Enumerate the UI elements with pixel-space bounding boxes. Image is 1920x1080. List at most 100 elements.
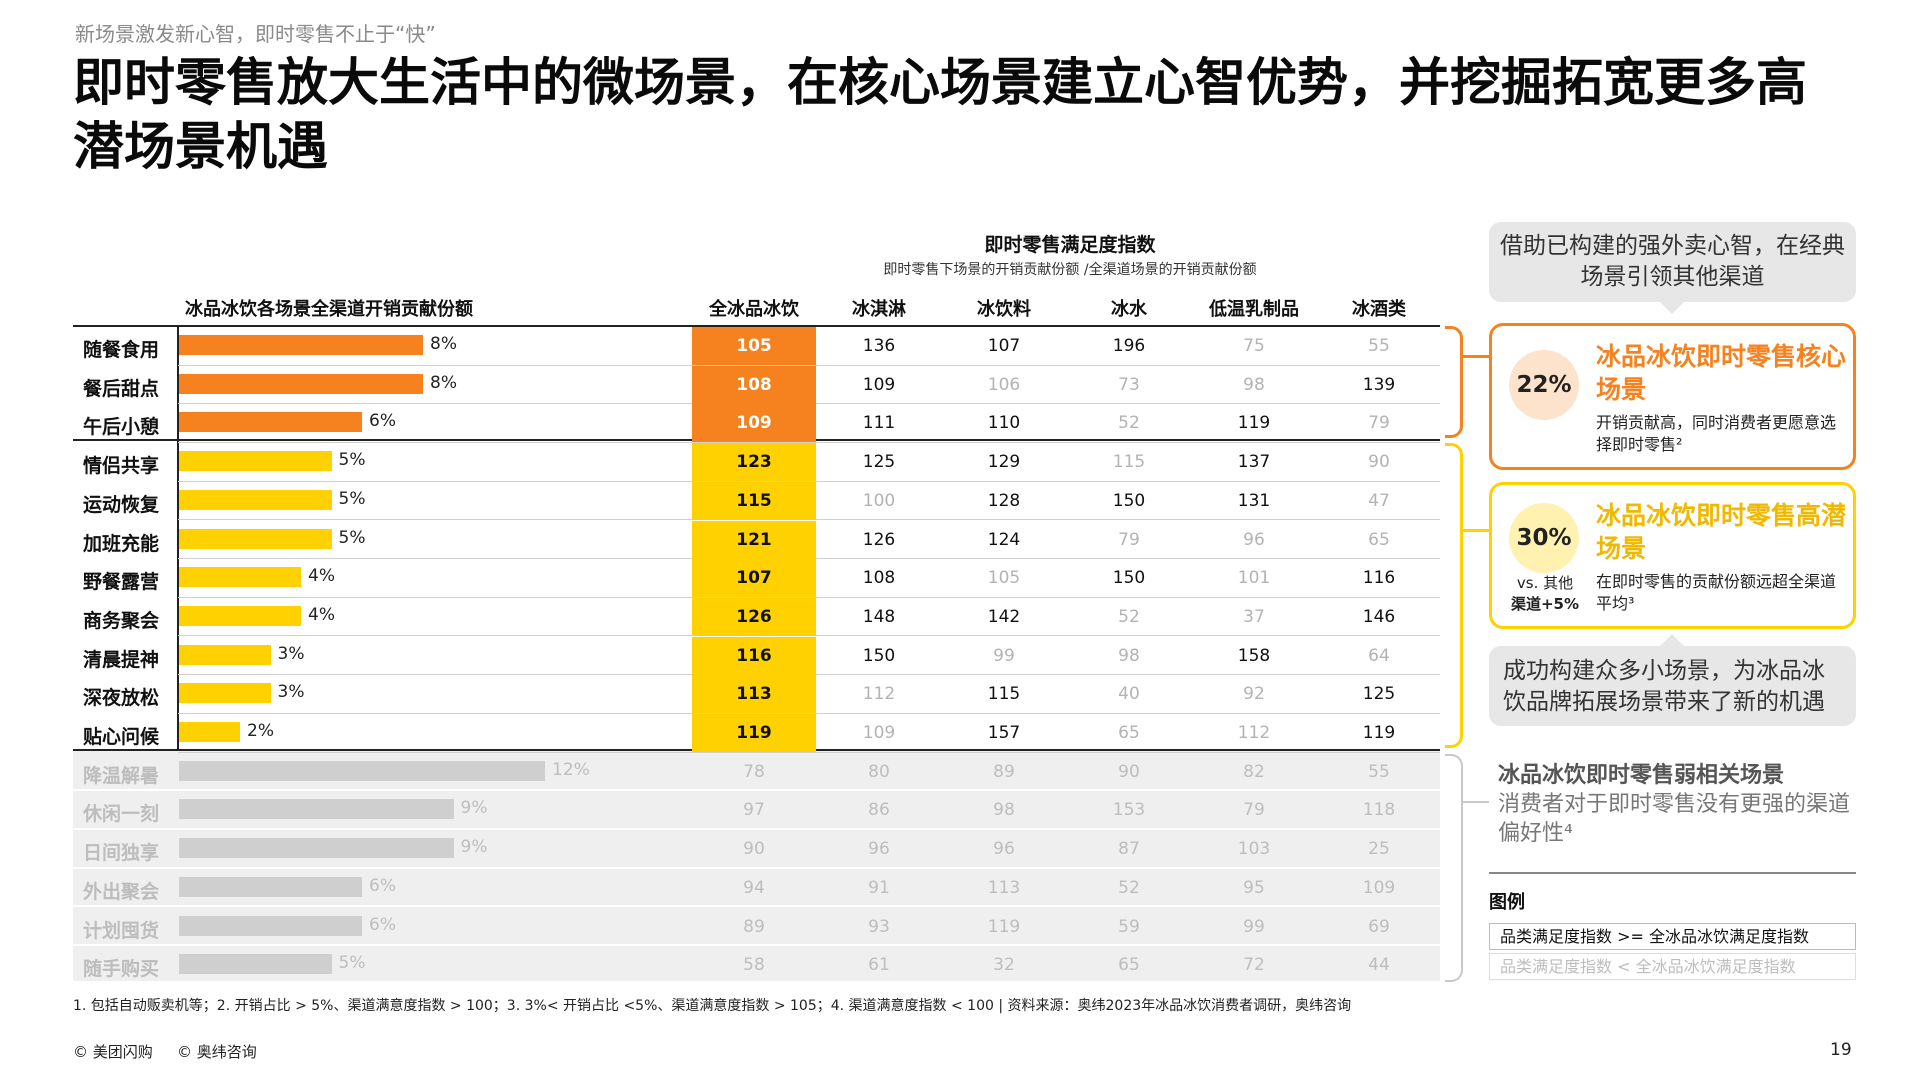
- legend-title: 图例: [1489, 892, 1525, 913]
- row-divider: [178, 751, 1440, 753]
- share-bar: [179, 489, 332, 510]
- footnote: 1. 包括自动贩卖机等；2. 开销占比 > 5%、渠道满意度指数 > 100；3…: [73, 998, 1352, 1014]
- share-value: 6%: [369, 411, 396, 432]
- index-value: 150: [1112, 490, 1146, 511]
- share-bar: [179, 954, 332, 975]
- share-value: 9%: [460, 798, 488, 819]
- index-value: 157: [987, 723, 1021, 743]
- index-value: 92: [1243, 684, 1265, 705]
- bar-axis: [177, 326, 179, 750]
- index-value: 90: [743, 839, 765, 860]
- potential-bracket: [1445, 443, 1463, 748]
- baseline-cell-fill: [692, 443, 816, 482]
- share-bar: [179, 373, 423, 394]
- index-value: 110: [987, 413, 1021, 434]
- index-value: 115: [736, 490, 772, 511]
- scene-label: 野餐露营: [83, 571, 160, 594]
- share-value: 5%: [338, 953, 366, 974]
- middle-note-text: 成功构建众多小场景，为冰品冰饮品牌拓展场景带来了新的机遇: [1503, 658, 1825, 715]
- weak-bracket: [1445, 754, 1463, 982]
- page-title: 即时零售放大生活中的微场景，在核心场景建立心智优势，并挖掘拓宽更多高潜场景机遇: [73, 54, 1808, 177]
- table-row: 商务聚会 4% 126 148 142 52 37 146: [73, 597, 1440, 637]
- index-value: 131: [1237, 490, 1271, 511]
- column-header-cold-water: 冰水: [1111, 299, 1147, 320]
- index-value: 55: [1368, 761, 1390, 782]
- index-value: 65: [1118, 723, 1140, 743]
- copyright-oliver-wyman: © 奥纬咨询: [177, 1043, 257, 1061]
- index-value: 89: [993, 761, 1015, 782]
- scene-label: 情侣共享: [83, 455, 160, 478]
- index-value: 129: [987, 452, 1021, 473]
- table-row: 运动恢复 5% 115 100 128 150 131 47: [73, 481, 1440, 521]
- index-value: 82: [1243, 761, 1265, 782]
- index-value: 47: [1368, 490, 1390, 511]
- weak-title: 冰品冰饮即时零售弱相关场景: [1498, 763, 1785, 788]
- scene-label: 商务聚会: [83, 609, 160, 632]
- core-bracket: [1445, 326, 1463, 438]
- index-value: 96: [868, 839, 890, 860]
- index-value: 99: [1243, 916, 1265, 937]
- index-value: 96: [1243, 529, 1265, 550]
- index-value: 115: [1112, 452, 1146, 473]
- index-value: 52: [1118, 413, 1140, 434]
- table-row: 外出聚会 6% 94 91 113 52 95 109: [73, 869, 1440, 908]
- scene-label: 午后小憩: [83, 416, 160, 439]
- index-value: 123: [736, 452, 772, 473]
- row-divider: [73, 982, 1440, 985]
- core-percent: 22%: [1509, 350, 1579, 420]
- index-value: 59: [1118, 916, 1140, 937]
- table-row: 降温解暑 12% 78 80 89 90 82 55: [73, 753, 1440, 792]
- table-row: 休闲一刻 9% 97 86 98 153 79 118: [73, 791, 1440, 830]
- scene-label: 外出聚会: [83, 880, 160, 903]
- index-value: 106: [987, 374, 1021, 395]
- share-bar: [179, 760, 545, 781]
- index-value: 69: [1368, 916, 1390, 937]
- index-value: 98: [993, 800, 1015, 821]
- column-header-cold-alcohol: 冰酒类: [1352, 299, 1406, 320]
- index-value: 118: [1362, 800, 1396, 821]
- row-divider: [73, 944, 1440, 946]
- column-header-all: 全冰品冰饮: [709, 299, 799, 320]
- index-value: 40: [1118, 684, 1140, 705]
- index-value: 87: [1118, 839, 1140, 860]
- index-value: 113: [736, 684, 772, 705]
- index-value: 116: [1362, 568, 1396, 589]
- share-bar: [179, 605, 301, 626]
- scene-label: 随餐食用: [83, 339, 160, 361]
- row-divider: [73, 905, 1440, 908]
- potential-card: 30% vs. 其他 渠道+5% 冰品冰饮即时零售高潜场景 在即时零售的贡献份额…: [1489, 482, 1856, 629]
- row-divider: [73, 827, 1440, 830]
- row-divider: [73, 789, 1440, 792]
- core-card: 22% 冰品冰饮即时零售核心场景 开销贡献高，同时消费者更愿意选择即时零售²: [1489, 323, 1856, 470]
- index-value: 89: [743, 916, 765, 937]
- index-value: 79: [1368, 413, 1390, 434]
- table-row: 随手购买 5% 58 61 32 65 72 44: [73, 946, 1440, 985]
- scene-label: 降温解暑: [83, 764, 160, 787]
- column-header-cold-drinks: 冰饮料: [977, 299, 1031, 320]
- index-value: 158: [1237, 645, 1271, 666]
- index-value: 153: [1112, 800, 1146, 821]
- index-value: 65: [1368, 529, 1390, 550]
- index-value: 79: [1118, 529, 1140, 550]
- index-value: 97: [743, 800, 765, 821]
- table-row: 午后小憩 6% 109 111 110 52 119 79: [73, 404, 1440, 443]
- scene-label: 随手购买: [83, 958, 160, 981]
- row-divider: [178, 403, 1440, 405]
- index-value: 95: [1243, 877, 1265, 898]
- index-value: 121: [736, 529, 772, 550]
- index-value: 65: [1118, 955, 1140, 976]
- index-value: 196: [1112, 336, 1146, 356]
- index-value: 119: [1237, 413, 1271, 434]
- index-value: 55: [1368, 336, 1390, 356]
- baseline-cell-fill: [692, 327, 816, 365]
- index-value: 90: [1368, 452, 1390, 473]
- index-value: 96: [993, 839, 1015, 860]
- share-value: 6%: [369, 914, 396, 935]
- share-bar: [179, 567, 301, 588]
- scene-label: 深夜放松: [83, 687, 160, 710]
- baseline-cell-fill: [692, 404, 816, 443]
- index-value: 52: [1118, 877, 1140, 898]
- index-value: 109: [862, 723, 896, 743]
- top-note-box: 借助已构建的强外卖心智，在经典场景引领其他渠道: [1489, 222, 1856, 302]
- share-value: 8%: [430, 334, 457, 354]
